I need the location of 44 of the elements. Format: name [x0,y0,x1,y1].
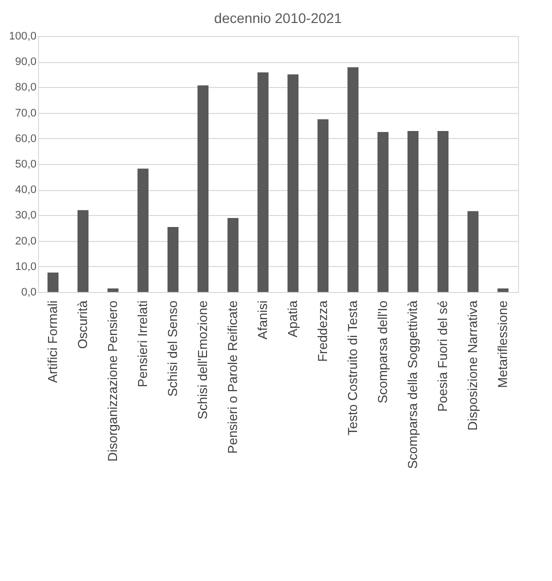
bar [408,130,418,292]
x-tick-label: Schisi del Senso [165,300,180,397]
bar [108,288,118,292]
y-tick-label: 20,0 [15,235,36,248]
y-tick-label: 30,0 [15,210,36,222]
bar [378,132,388,292]
x-tick-label: Poesia Fuori del sé [435,300,450,412]
x-tick-label: Schisi dell'Emozione [195,300,210,420]
y-tick-label: 10,0 [15,260,36,273]
bar [78,210,88,292]
x-tick-label: Afanisi [255,300,270,340]
y-tick-label: 70,0 [15,107,36,120]
bar [258,72,268,292]
x-tick-label: Freddezza [315,300,330,362]
bar [228,218,238,292]
bar [348,67,358,292]
y-tick-label: 0,0 [21,286,36,298]
x-tick-label: Disorganizzazione Pensiero [105,300,120,462]
y-tick-label: 50,0 [15,158,36,170]
bar [138,168,148,292]
bar [498,288,508,292]
bar [318,119,328,292]
bar [168,226,178,292]
x-tick-label: Apatia [285,300,300,338]
y-tick-label: 80,0 [15,82,36,94]
chart-title: decennio 2010-2021 [214,10,342,26]
x-tick-label: Pensieri Irrelati [135,300,150,388]
x-tick-label: Scomparsa dell'Io [375,300,390,404]
x-tick-label: Oscurità [75,300,90,349]
bar [438,130,448,292]
y-tick-label: 40,0 [15,184,36,196]
y-tick-label: 60,0 [15,132,36,145]
x-tick-label: Scomparsa della Soggettività [405,300,420,469]
x-tick-label: Disposizione Narrativa [465,300,480,431]
x-tick-label: Artifici Formali [45,300,60,383]
bar [468,211,478,292]
x-tick-label: Testo Costruito di Testa [345,300,360,436]
x-tick-label: Metariflessione [495,300,510,388]
bar [288,74,298,292]
bar [198,85,208,292]
bar [48,272,58,292]
y-tick-label: 100,0 [8,30,36,42]
x-tick-label: Pensieri o Parole Reificate [225,300,240,454]
y-tick-label: 90,0 [15,56,36,68]
